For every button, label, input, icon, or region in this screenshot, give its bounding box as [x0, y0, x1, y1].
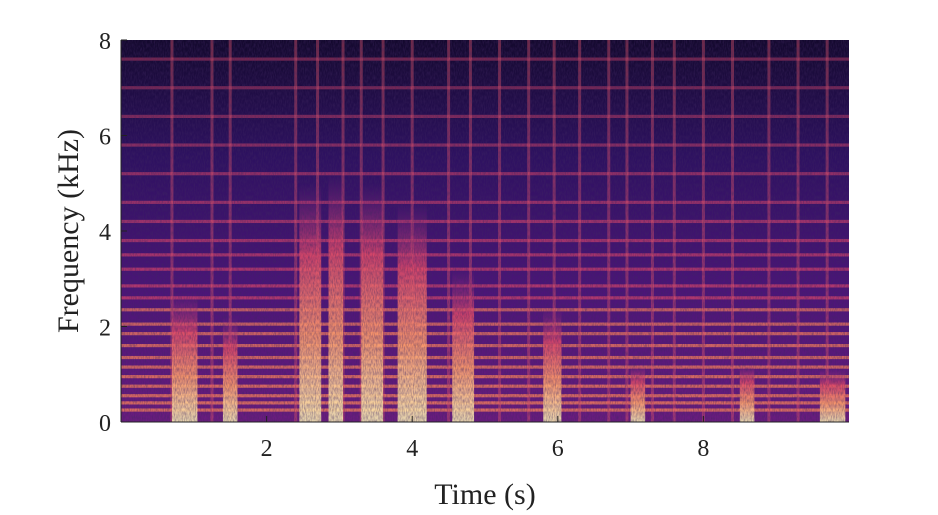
x-tick-label-3: 8: [697, 436, 709, 462]
y-tick-label-3: 6: [99, 125, 111, 151]
x-axis-title: Time (s): [434, 478, 535, 511]
y-tick-label-0: 0: [99, 411, 111, 437]
y-tick-label-1: 2: [99, 316, 111, 342]
plot-area: [121, 40, 849, 422]
spectrogram-noise: [121, 40, 849, 422]
y-tick-label-2: 4: [99, 220, 111, 246]
y-axis: 0 2 4 6 8: [99, 29, 127, 437]
y-axis-title: Frequency (kHz): [52, 129, 85, 333]
x-tick-label-0: 2: [261, 436, 273, 462]
y-tick-label-4: 8: [99, 29, 111, 55]
x-tick-label-2: 6: [552, 436, 564, 462]
x-axis: 2 4 6 8: [121, 416, 849, 462]
x-tick-label-1: 4: [406, 436, 418, 462]
